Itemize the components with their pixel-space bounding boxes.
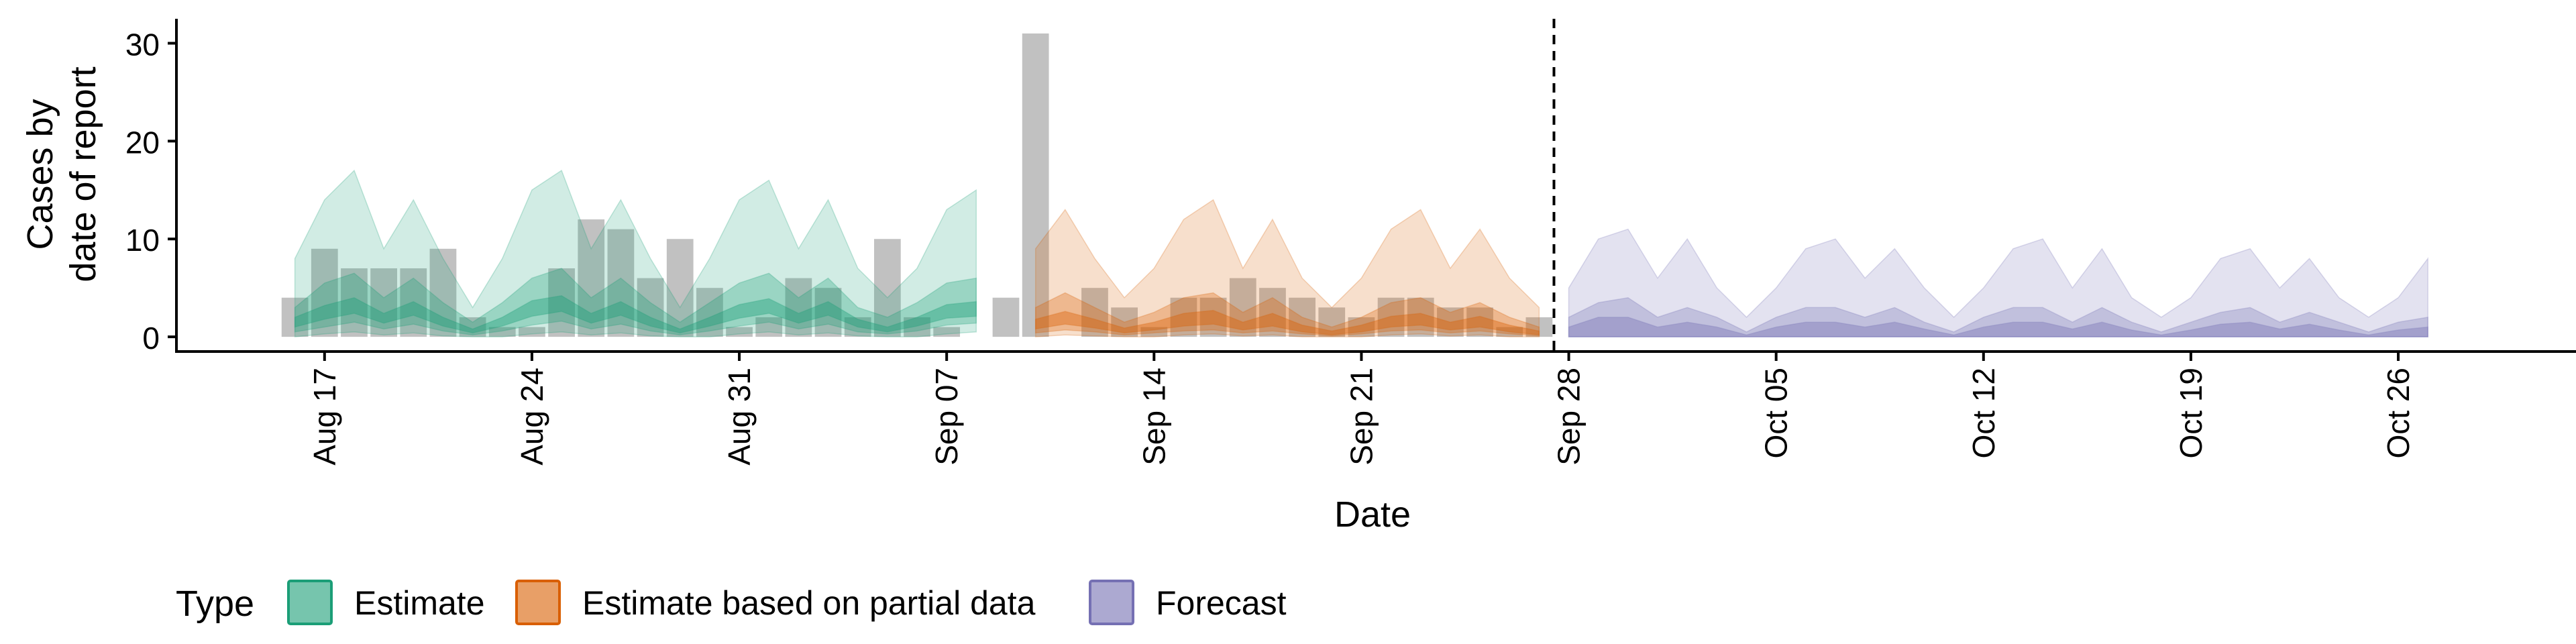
reported-cases-bar xyxy=(370,268,397,337)
y-axis-label-line-1: Cases by xyxy=(20,99,60,250)
reported-cases-bar xyxy=(429,248,457,337)
x-tick-label: Oct 19 xyxy=(2174,368,2208,459)
x-tick-label: Sep 07 xyxy=(929,368,964,466)
reported-cases-bar xyxy=(1407,297,1434,337)
reported-cases-bar xyxy=(488,327,516,337)
y-ticks: 0 10 20 30 xyxy=(125,27,176,356)
reported-cases-bar xyxy=(696,288,723,337)
y-tick-label: 20 xyxy=(125,125,160,160)
x-axis-label: Date xyxy=(1334,494,1411,535)
ribbon-50-interval xyxy=(294,268,977,335)
reported-cases-bar xyxy=(607,229,635,337)
x-tick-label: Oct 05 xyxy=(1759,368,1794,459)
x-tick-label: Oct 12 xyxy=(1966,368,2001,459)
x-tick-label: Aug 31 xyxy=(722,368,757,466)
y-axis-label-line-2: date of report xyxy=(63,66,103,282)
reported-cases-bar xyxy=(666,239,694,337)
y-tick-label: 10 xyxy=(125,223,160,258)
reported-cases-bar xyxy=(726,327,753,337)
reported-cases-bar xyxy=(992,297,1020,337)
reported-cases-bar xyxy=(637,278,664,337)
reported-cases-bar xyxy=(1140,327,1168,337)
reported-cases-bar xyxy=(1022,33,1049,337)
reported-cases-bars xyxy=(281,33,1553,337)
ribbon-20-interval xyxy=(1568,317,2428,337)
reported-cases-bar xyxy=(1081,288,1108,337)
reported-cases-bar xyxy=(459,317,486,337)
ribbon-90-interval xyxy=(294,169,977,337)
reported-cases-bar xyxy=(1170,297,1197,337)
reported-cases-bar xyxy=(578,219,605,337)
reported-cases-bar xyxy=(400,268,427,337)
axes xyxy=(175,19,2576,353)
x-tick-label: Aug 24 xyxy=(515,368,549,466)
legend-swatch xyxy=(287,580,333,625)
x-ticks: Aug 17 Aug 24 Aug 31 Sep 07 Sep 14 Sep 21 Sep … xyxy=(307,352,2416,466)
x-tick-label: Sep 21 xyxy=(1344,368,1379,466)
reported-cases-bar xyxy=(1289,297,1316,337)
ribbon-20-interval xyxy=(294,295,977,334)
reported-cases-bar xyxy=(1466,307,1493,337)
reported-cases-bar xyxy=(755,317,783,337)
reported-cases-bar xyxy=(1348,317,1375,337)
ribbon-50-interval xyxy=(1034,292,1540,337)
x-tick-label: Sep 28 xyxy=(1552,368,1587,466)
ribbon-90-interval xyxy=(1034,199,1540,337)
series-1-ribbons xyxy=(1034,199,1540,337)
plot-marks xyxy=(281,33,2428,337)
reported-cases-bar xyxy=(1199,297,1227,337)
legend-title: Type xyxy=(176,584,254,624)
legend-items: Estimate Estimate based on partial data Fo… xyxy=(287,580,1287,625)
reported-cases-bar xyxy=(281,297,309,337)
reported-cases-bar xyxy=(311,248,338,337)
reported-cases-bar xyxy=(519,327,545,337)
reported-cases-bar xyxy=(844,317,871,337)
reported-cases-bar xyxy=(1111,307,1138,337)
legend: Type Estimate Estimate based on partial d… xyxy=(176,580,1287,625)
series-0-ribbons xyxy=(294,169,977,337)
legend-label: Estimate based on partial data xyxy=(582,584,1036,622)
reported-cases-bar xyxy=(1525,317,1553,337)
reported-cases-bar xyxy=(1437,307,1464,337)
y-tick-label: 30 xyxy=(125,27,160,62)
x-tick-label: Aug 17 xyxy=(307,368,342,466)
ribbon-20-interval xyxy=(1034,309,1540,336)
reported-cases-bar xyxy=(904,317,930,337)
reported-cases-bar xyxy=(1259,288,1286,337)
series-2-ribbons xyxy=(1568,228,2428,337)
reported-cases-bar xyxy=(548,268,575,337)
ribbon-90-interval xyxy=(1568,228,2428,337)
reported-cases-bar xyxy=(1377,297,1405,337)
reported-cases-bar xyxy=(1229,278,1256,337)
reported-cases-bar xyxy=(933,327,961,337)
x-tick-label: Oct 26 xyxy=(2381,368,2416,459)
legend-label: Estimate xyxy=(354,584,485,622)
reported-cases-bar xyxy=(341,268,368,337)
y-tick-label: 0 xyxy=(142,321,160,356)
reported-cases-bar xyxy=(873,239,901,337)
legend-swatch xyxy=(1089,580,1134,625)
reported-cases-bar xyxy=(1318,307,1346,337)
reported-cases-bar xyxy=(785,278,812,337)
reported-cases-bar xyxy=(814,288,842,337)
x-tick-label: Sep 14 xyxy=(1136,368,1171,466)
ribbon-50-interval xyxy=(1568,297,2428,337)
reported-cases-bar xyxy=(1496,327,1523,337)
legend-swatch xyxy=(515,580,561,625)
legend-label: Forecast xyxy=(1156,584,1287,622)
